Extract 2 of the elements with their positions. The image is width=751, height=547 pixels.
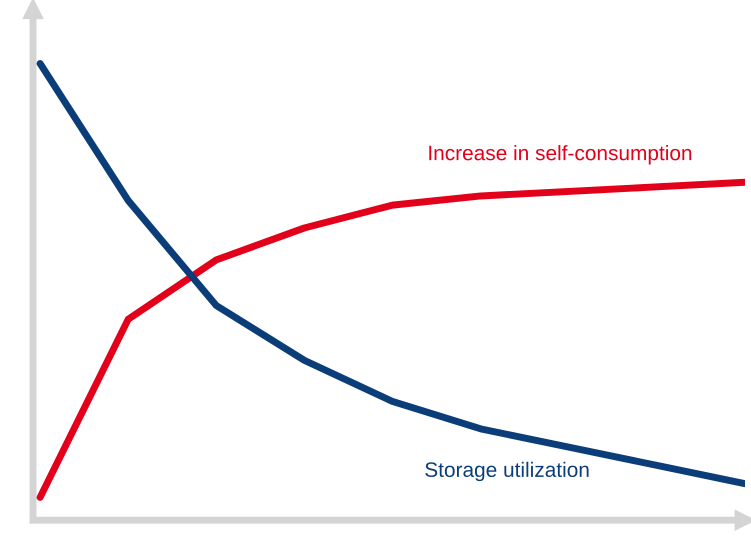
series-label: Increase in self-consumption: [429, 145, 692, 164]
series-label: Storage utilization: [425, 462, 589, 482]
